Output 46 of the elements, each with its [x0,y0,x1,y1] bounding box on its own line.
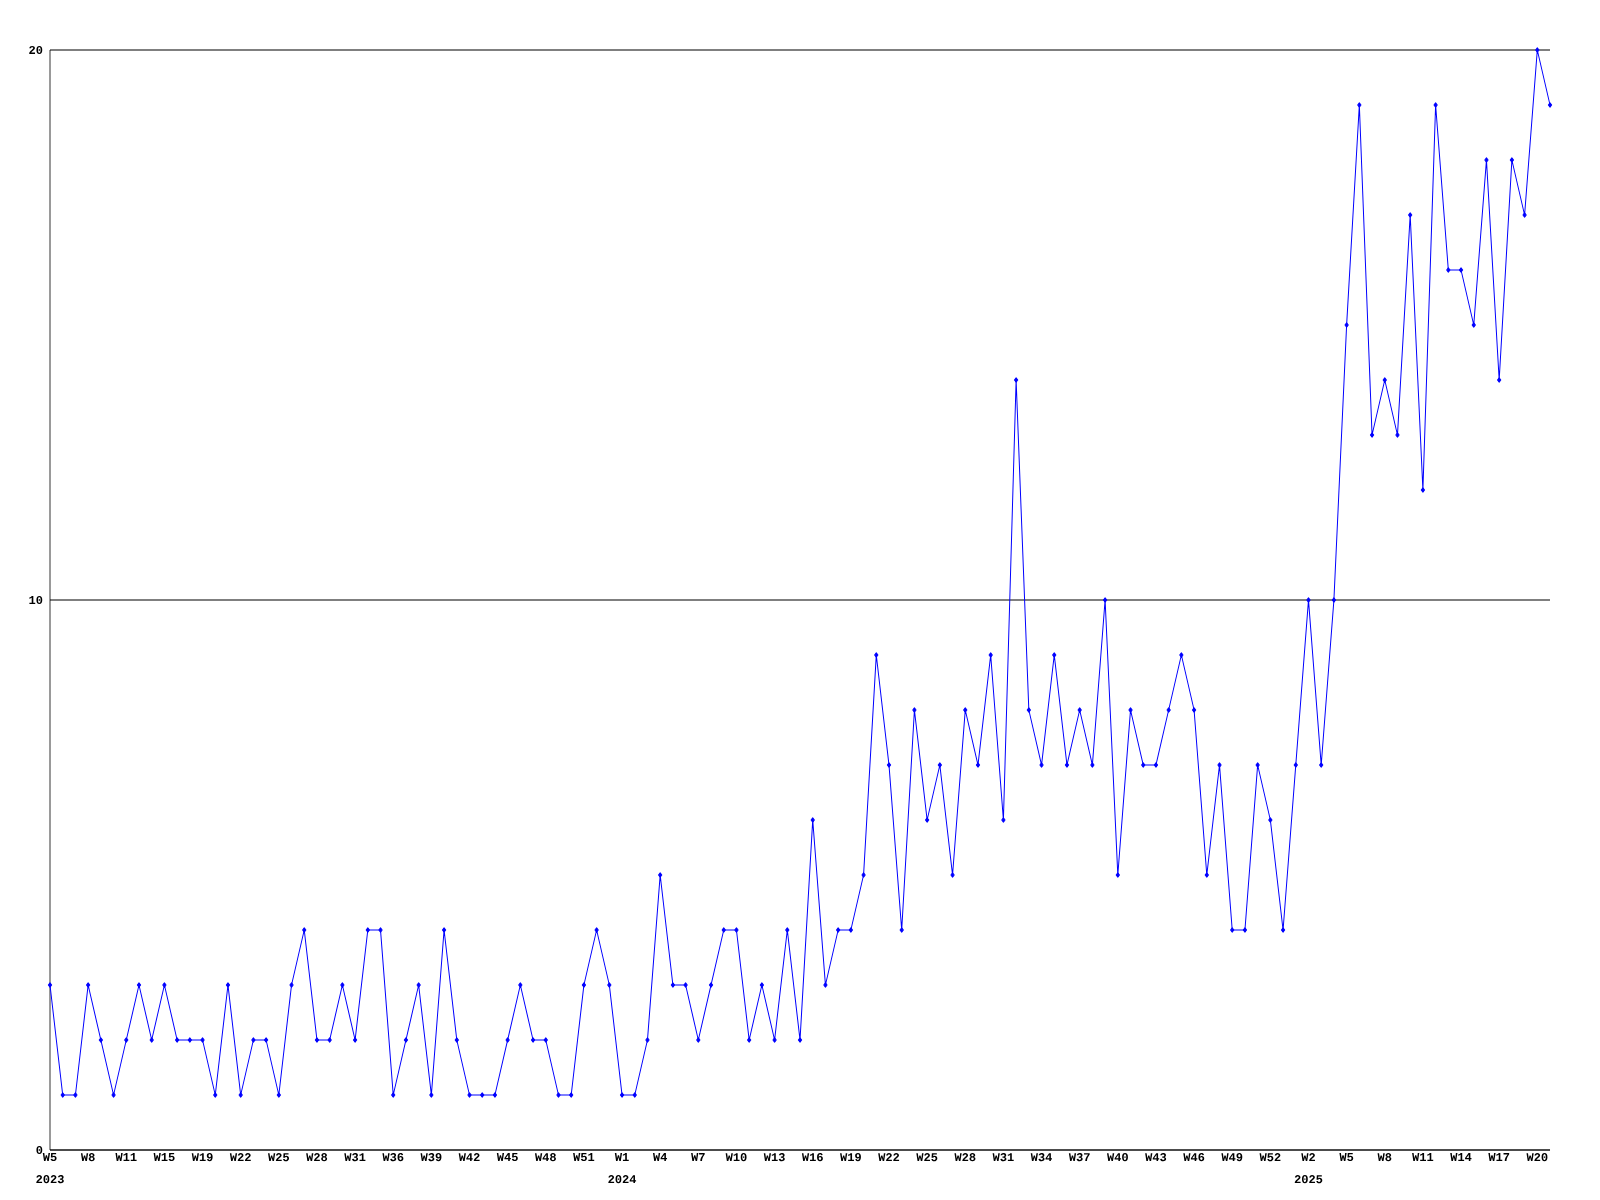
x-tick-label: W48 [534,1153,556,1162]
x-tick-label: W40 [1107,1153,1128,1162]
x-tick-label: W25 [268,1153,290,1162]
x-tick-label: W25 [916,1153,938,1162]
x-tick-label: W28 [306,1153,328,1162]
x-tick-label: W8 [80,1153,95,1162]
x-tick-label: W15 [153,1153,175,1162]
x-tick-label: W11 [115,1153,137,1161]
x-tick-label: W20 [1526,1153,1548,1162]
x-tick-label: W5 [42,1153,57,1162]
x-tick-label: W4 [652,1153,668,1161]
x-tick-label: W10 [725,1153,747,1162]
x-tick-label: W39 [420,1153,442,1162]
x-tick-label: W17 [1488,1153,1510,1161]
x-tick-label: W5 [1339,1153,1354,1162]
x-tick-label: W28 [954,1153,976,1162]
x-tick-label: W13 [763,1153,785,1162]
text: 2025 [1294,1175,1323,1184]
x-tick-label: W2 [1301,1153,1315,1162]
x-tick-label: W22 [229,1153,251,1162]
text: 2024 [608,1175,637,1184]
y-tick-label: 0 [36,1145,43,1155]
x-tick-label: W14 [1450,1153,1472,1161]
x-tick-label: W8 [1377,1153,1392,1162]
x-tick-label: W31 [344,1153,366,1162]
text: 2023 [36,1175,64,1184]
x-tick-label: W19 [191,1153,213,1162]
y-tick-label: 20 [29,45,43,55]
x-tick-label: W43 [1145,1153,1167,1162]
x-tick-label: W22 [878,1153,900,1162]
x-tick-label: W46 [1183,1153,1205,1162]
y-tick-label: 10 [29,595,43,605]
x-tick-label: W1 [614,1153,629,1161]
x-tick-label: W34 [1030,1153,1052,1162]
x-tick-label: W42 [458,1153,480,1162]
x-tick-label: W7 [691,1153,705,1161]
x-tick-label: W37 [1068,1153,1090,1162]
x-tick-label: W49 [1221,1153,1243,1162]
x-tick-label: W16 [801,1153,823,1162]
x-tick-label: W36 [382,1153,404,1162]
x-tick-label: W52 [1259,1153,1281,1162]
x-tick-label: W45 [496,1153,518,1162]
x-tick-label: W19 [840,1153,861,1162]
x-tick-label: W31 [992,1153,1014,1162]
x-tick-label: W11 [1412,1153,1434,1161]
x-tick-label: W51 [573,1153,595,1162]
